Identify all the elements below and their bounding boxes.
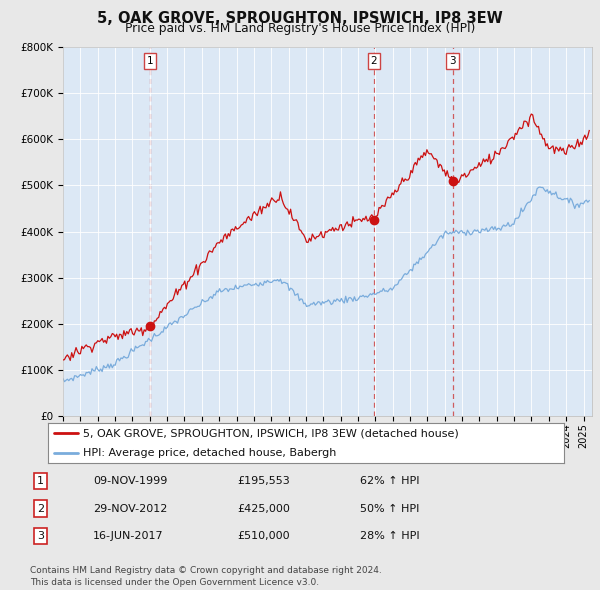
Text: 3: 3 [449, 56, 456, 66]
Text: 1: 1 [37, 476, 44, 486]
Text: 5, OAK GROVE, SPROUGHTON, IPSWICH, IP8 3EW (detached house): 5, OAK GROVE, SPROUGHTON, IPSWICH, IP8 3… [83, 428, 459, 438]
Text: 09-NOV-1999: 09-NOV-1999 [93, 476, 167, 486]
Text: 28% ↑ HPI: 28% ↑ HPI [360, 532, 419, 541]
Text: 16-JUN-2017: 16-JUN-2017 [93, 532, 164, 541]
Text: 62% ↑ HPI: 62% ↑ HPI [360, 476, 419, 486]
Text: 1: 1 [146, 56, 153, 66]
Text: Price paid vs. HM Land Registry's House Price Index (HPI): Price paid vs. HM Land Registry's House … [125, 22, 475, 35]
Text: £195,553: £195,553 [237, 476, 290, 486]
Text: HPI: Average price, detached house, Babergh: HPI: Average price, detached house, Babe… [83, 448, 337, 458]
Text: 3: 3 [37, 532, 44, 541]
Text: 50% ↑ HPI: 50% ↑ HPI [360, 504, 419, 513]
Text: 2: 2 [371, 56, 377, 66]
Text: Contains HM Land Registry data © Crown copyright and database right 2024.
This d: Contains HM Land Registry data © Crown c… [30, 566, 382, 587]
Text: 5, OAK GROVE, SPROUGHTON, IPSWICH, IP8 3EW: 5, OAK GROVE, SPROUGHTON, IPSWICH, IP8 3… [97, 11, 503, 25]
Text: £510,000: £510,000 [237, 532, 290, 541]
Text: 2: 2 [37, 504, 44, 513]
Text: £425,000: £425,000 [237, 504, 290, 513]
Text: 29-NOV-2012: 29-NOV-2012 [93, 504, 167, 513]
